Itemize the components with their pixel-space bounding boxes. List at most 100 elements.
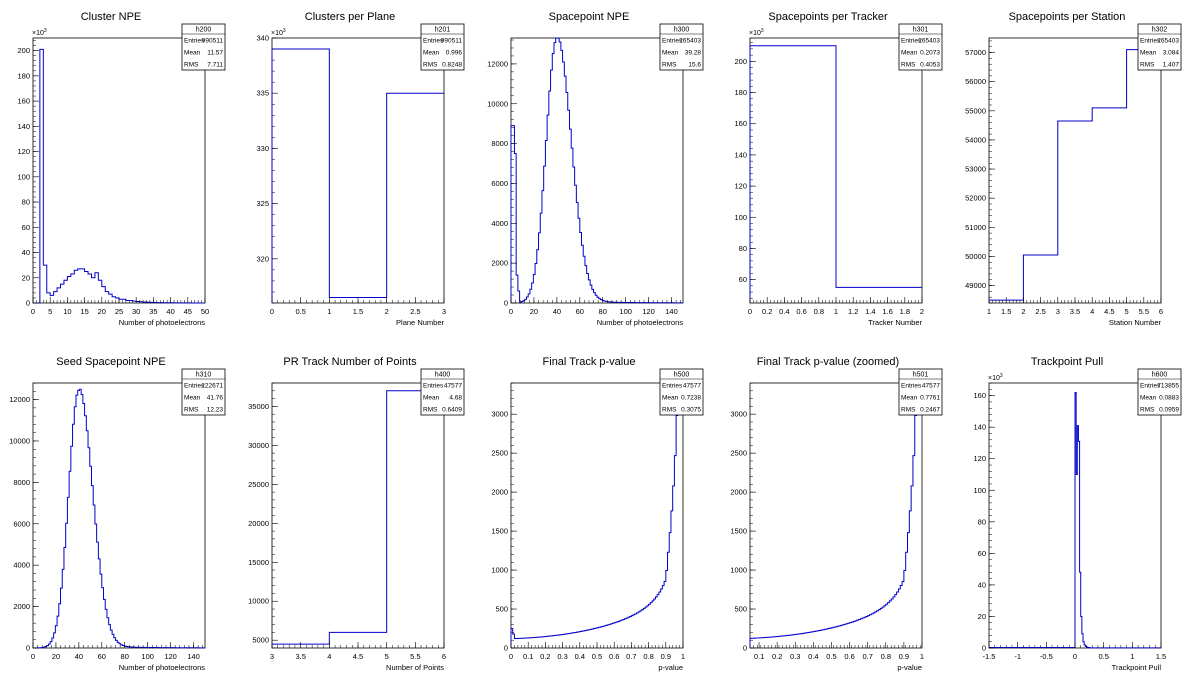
y-tick-label: 2500 — [491, 449, 508, 458]
x-tick-label: 0.5 — [826, 652, 836, 661]
x-tick-label: 20 — [98, 307, 106, 316]
x-tick-label: 1 — [1130, 652, 1134, 661]
plot-frame — [510, 382, 684, 649]
y-tick-label: 0 — [743, 644, 747, 653]
y-tick-label: 160 — [973, 391, 986, 400]
stats-name: h600 — [1152, 372, 1168, 379]
stats-value: 265403 — [679, 38, 701, 45]
stats-key: Entries — [662, 38, 683, 45]
histogram-line — [510, 37, 683, 304]
y-tick-label: 20 — [22, 273, 30, 282]
x-tick-label: 0 — [509, 307, 513, 316]
stats-key: Entries — [184, 383, 205, 390]
x-tick-label: 2.5 — [410, 307, 420, 316]
stats-value: 47577 — [683, 383, 701, 390]
y-tick-label: 8000 — [13, 478, 30, 487]
y-axis-multiplier-exponent: 3 — [761, 28, 764, 34]
x-tick-label: 1.6 — [882, 307, 892, 316]
stats-box — [420, 23, 465, 71]
stats-value: 0.6409 — [442, 407, 462, 414]
y-tick-label: 6000 — [13, 519, 30, 528]
y-tick-label: 2000 — [491, 259, 508, 268]
x-axis-label: p-value — [897, 663, 922, 672]
y-tick-label: 80 — [739, 244, 747, 253]
plot-frame — [988, 37, 1162, 304]
stats-key: RMS — [423, 62, 438, 69]
stats-value: 1.407 — [1163, 62, 1180, 69]
y-tick-label: 12000 — [9, 395, 30, 404]
x-axis-label: Plane Number — [396, 318, 444, 327]
histogram-svg: Final Track p-value 0 0.1 0.2 0.3 0.4 0.5 0.6 0.… — [491, 356, 704, 672]
x-tick-label: 0.6 — [844, 652, 854, 661]
x-tick-label: 140 — [187, 652, 200, 661]
x-tick-label: 120 — [642, 307, 655, 316]
stats-key: Mean — [423, 50, 440, 57]
histogram-pad: Spacepoints per Station 1 1.5 2 2.5 3 3.5 4 4.5 5… — [956, 0, 1195, 345]
y-tick-label: 8000 — [491, 139, 508, 148]
x-tick-label: 4 — [327, 652, 331, 661]
y-tick-label: 500 — [495, 605, 508, 614]
histogram-pad: Spacepoint NPE 0 20 40 60 80 100 120 140 Number o… — [478, 0, 717, 345]
stats-value: 47577 — [444, 383, 462, 390]
y-tick-label: 12000 — [487, 59, 508, 68]
y-tick-label: 330 — [256, 144, 269, 153]
histogram-line — [271, 48, 444, 303]
y-tick-label: 140 — [734, 150, 747, 159]
stats-value: 47577 — [922, 383, 940, 390]
x-axis-label: Number of photoelectrons — [119, 318, 206, 327]
y-axis-multiplier: ×103 — [271, 28, 286, 37]
y-tick-label: 60 — [22, 223, 30, 232]
x-tick-label: 0.4 — [779, 307, 789, 316]
stats-value: 0.2467 — [920, 407, 940, 414]
x-tick-label: 100 — [619, 307, 632, 316]
y-tick-label: 320 — [256, 254, 269, 263]
histogram-pad: Final Track p-value (zoomed) 0.1 0.2 0.3 0.4… — [717, 345, 956, 690]
y-tick-label: 120 — [17, 147, 30, 156]
stats-key: RMS — [1140, 407, 1155, 414]
stats-name: h301 — [913, 27, 929, 34]
plot-title: Final Track p-value (zoomed) — [757, 356, 899, 368]
stats-box — [1137, 368, 1182, 416]
stats-key: Mean — [901, 395, 918, 402]
y-axis-multiplier: ×103 — [749, 28, 764, 37]
histogram-svg: Spacepoints per Tracker 0 0.2 0.4 0.6 0.8 1 1.2… — [734, 11, 943, 327]
x-tick-label: 1.5 — [353, 307, 363, 316]
x-tick-label: 5 — [48, 307, 52, 316]
histogram-svg: Final Track p-value (zoomed) 0.1 0.2 0.3 0.4… — [730, 356, 943, 672]
y-tick-label: 10000 — [487, 99, 508, 108]
stats-name: h501 — [913, 372, 929, 379]
y-tick-label: 2000 — [491, 488, 508, 497]
x-tick-label: 0.4 — [575, 652, 585, 661]
stats-value: 0.2073 — [920, 50, 940, 57]
stats-key: RMS — [1140, 62, 1155, 69]
stats-key: RMS — [184, 62, 199, 69]
histogram-svg: Trackpoint Pull -1.5 -1 -0.5 0 0.5 1 1.5 Trackpo… — [973, 356, 1182, 672]
x-tick-label: 0 — [270, 307, 274, 316]
stats-name: h310 — [196, 372, 212, 379]
stats-key: Mean — [662, 395, 679, 402]
x-tick-label: 20 — [52, 652, 60, 661]
x-tick-label: 6 — [1159, 307, 1163, 316]
x-tick-label: 2 — [920, 307, 924, 316]
x-axis-label: Number of photoelectrons — [597, 318, 684, 327]
stats-key: Mean — [423, 395, 440, 402]
y-tick-label: 80 — [978, 517, 986, 526]
stats-value: 15.6 — [688, 62, 701, 69]
stats-value: 990511 — [441, 38, 463, 45]
y-tick-label: 120 — [973, 454, 986, 463]
x-axis-label: Tracker Number — [868, 318, 922, 327]
x-tick-label: 1 — [834, 307, 838, 316]
y-tick-label: 55000 — [965, 106, 986, 115]
x-tick-label: 0 — [31, 307, 35, 316]
y-tick-label: 325 — [256, 199, 269, 208]
stats-name: h300 — [674, 27, 690, 34]
y-tick-label: 2500 — [730, 449, 747, 458]
x-tick-label: 6 — [442, 652, 446, 661]
x-tick-label: 45 — [184, 307, 192, 316]
x-tick-label: 3 — [1056, 307, 1060, 316]
x-tick-label: 60 — [98, 652, 106, 661]
x-tick-label: 35 — [149, 307, 157, 316]
histogram-line — [32, 388, 205, 649]
y-tick-label: 15000 — [248, 558, 269, 567]
x-tick-label: 3.5 — [1070, 307, 1080, 316]
